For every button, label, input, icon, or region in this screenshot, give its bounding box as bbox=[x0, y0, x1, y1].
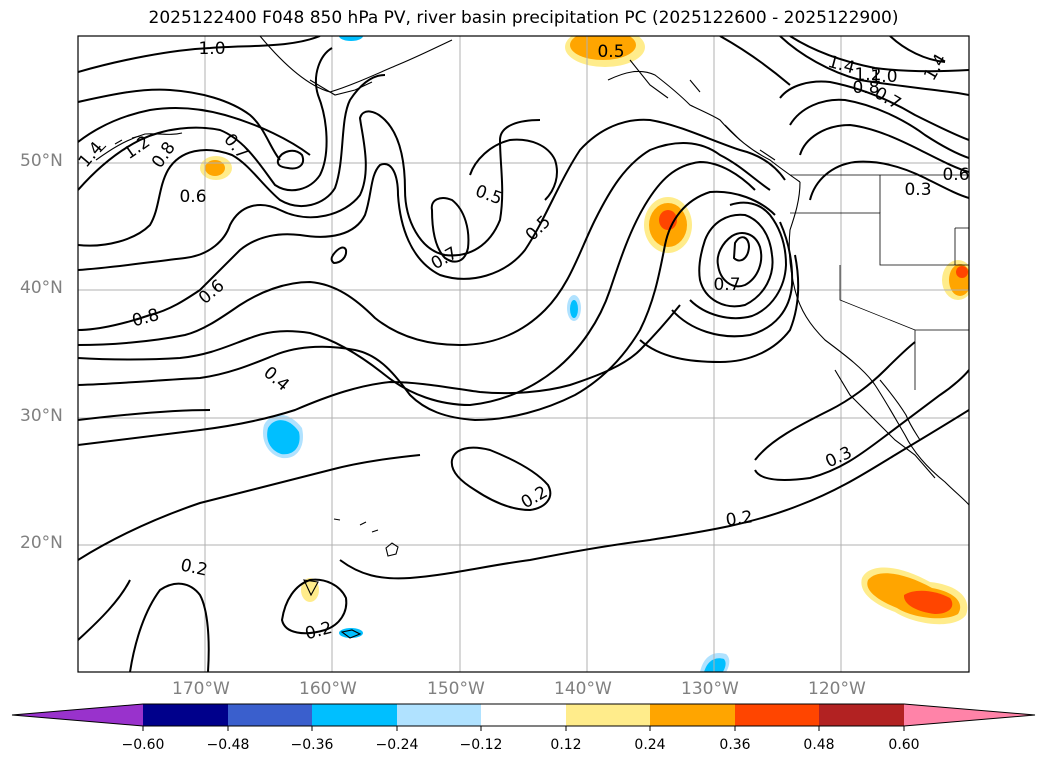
lon-label-150w: 150°W bbox=[427, 679, 485, 699]
lon-label-140w: 140°W bbox=[554, 679, 612, 699]
lon-label-130w: 130°W bbox=[681, 679, 739, 699]
precip-patch-aleutian-core bbox=[205, 160, 225, 176]
pv-contours bbox=[78, 36, 969, 672]
contour-label: 0.5 bbox=[597, 42, 624, 62]
precip-patch-coast-red bbox=[956, 266, 968, 278]
colorbar-tick-label: 0.12 bbox=[550, 737, 582, 753]
colorbar-tick-label: −0.36 bbox=[290, 737, 334, 753]
contour-label: 1.0 bbox=[870, 67, 897, 87]
lat-label-30n: 30°N bbox=[20, 406, 63, 426]
colorbar-tick-label: 0.48 bbox=[803, 737, 835, 753]
precip-patch-mexico-red bbox=[903, 590, 953, 614]
colorbar-tick-label: 0.36 bbox=[719, 737, 751, 753]
map-title: 2025122400 F048 850 hPa PV, river basin … bbox=[148, 8, 899, 28]
lon-label-170w: 170°W bbox=[172, 679, 230, 699]
colorbar-tick-label: −0.48 bbox=[206, 737, 250, 753]
lat-label-20n: 20°N bbox=[20, 533, 63, 553]
precip-patch-negative-top bbox=[339, 36, 363, 41]
map-frame bbox=[77, 35, 970, 673]
contour-label: 0.7 bbox=[713, 275, 740, 295]
precip-patch-negative-mid-core bbox=[570, 300, 578, 318]
lon-label-160w: 160°W bbox=[299, 679, 357, 699]
lat-label-40n: 40°N bbox=[20, 278, 63, 298]
colorbar-tick-label: −0.24 bbox=[375, 737, 419, 753]
precip-patch-negative-south-core bbox=[704, 658, 726, 672]
lat-label-50n: 50°N bbox=[20, 151, 63, 171]
contour-label: 0.6 bbox=[179, 187, 206, 207]
coastlines bbox=[95, 36, 969, 639]
contour-label: 0.2 bbox=[725, 507, 755, 531]
lon-label-120w: 120°W bbox=[808, 679, 866, 699]
colorbar-tick-label: −0.60 bbox=[121, 737, 165, 753]
precip-patch-negative-west-core bbox=[267, 420, 300, 455]
colorbar-tick-label: 0.24 bbox=[634, 737, 666, 753]
contour-label: 1.2 bbox=[854, 65, 881, 85]
contour-label: 0.8 bbox=[852, 78, 879, 98]
colorbar-tick-label: 0.60 bbox=[888, 737, 920, 753]
contour-label: 0.6 bbox=[942, 165, 969, 185]
contour-label: 0.3 bbox=[904, 180, 931, 200]
colorbar-tick-label: −0.12 bbox=[459, 737, 503, 753]
contour-label: 1.0 bbox=[198, 39, 225, 59]
map-background bbox=[78, 36, 969, 672]
precip-shading bbox=[200, 36, 969, 672]
